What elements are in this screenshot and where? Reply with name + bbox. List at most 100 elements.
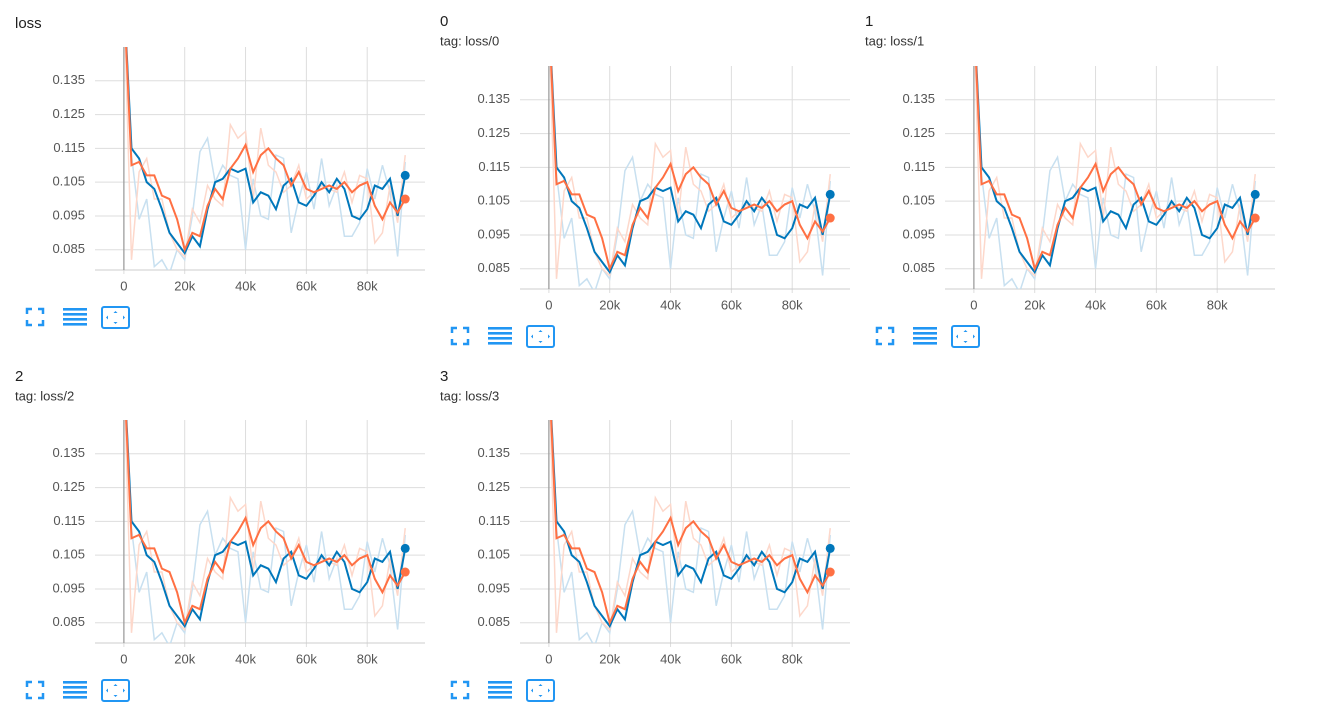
series-line [550, 420, 832, 626]
fullscreen-button[interactable] [450, 680, 470, 700]
chart-panel: 3 tag: loss/3 0.085 0.095 0.105 0.115 0.125 0.1… [440, 368, 850, 702]
fit-domain-button[interactable] [951, 325, 980, 348]
chart-title: 2 [15, 368, 23, 385]
y-tick-label: 0.095 [52, 580, 85, 595]
fit-domain-button[interactable] [101, 306, 130, 329]
icon [450, 326, 470, 346]
x-tick-label: 0 [120, 651, 127, 666]
chart-title: 1 [865, 13, 873, 30]
x-tick-label: 80k [357, 651, 378, 666]
y-tick-label: 0.135 [477, 91, 510, 106]
series-line [125, 420, 407, 626]
x-tick-label: 40k [235, 278, 256, 293]
series-line [125, 47, 407, 253]
chart-subtitle: tag: loss/1 [865, 33, 924, 48]
end-marker [400, 194, 410, 204]
icon [25, 307, 45, 327]
icon [101, 679, 130, 702]
y-tick-label: 0.105 [477, 547, 510, 562]
icon [488, 332, 512, 335]
y-tick-label: 0.125 [477, 479, 510, 494]
series-line [125, 420, 407, 629]
fit-domain-button[interactable] [101, 679, 130, 702]
y-tick-label: 0.125 [902, 125, 935, 140]
y-tick-label: 0.115 [53, 513, 85, 528]
y-tick-label: 0.105 [902, 193, 935, 208]
y-tick-label: 0.125 [477, 125, 510, 140]
fullscreen-button[interactable] [25, 307, 45, 327]
icon [63, 323, 87, 326]
chart-panel: 1 tag: loss/1 0.085 0.095 0.105 0.115 0.125 0.1… [865, 13, 1275, 348]
chart-subtitle: tag: loss/2 [15, 388, 74, 403]
y-tick-label: 0.135 [52, 445, 85, 460]
end-marker [400, 543, 410, 553]
chart-subtitle: tag: loss/3 [440, 388, 499, 403]
icon [488, 696, 512, 699]
icon [913, 342, 937, 345]
chart-panel: loss 0.085 0.095 0.105 0.115 0.125 0.135 0 20k 40… [15, 15, 425, 329]
icon [526, 325, 555, 348]
y-tick-label: 0.115 [53, 140, 85, 155]
x-tick-label: 60k [721, 297, 742, 312]
icon [951, 325, 980, 348]
series-line [125, 47, 406, 270]
log-scale-button[interactable] [63, 681, 87, 699]
y-tick-label: 0.085 [477, 614, 510, 629]
icon [63, 696, 87, 699]
log-scale-button[interactable] [488, 681, 512, 699]
icon [106, 684, 125, 697]
x-tick-label: 40k [235, 651, 256, 666]
x-tick-label: 0 [545, 297, 552, 312]
y-tick-label: 0.135 [477, 445, 510, 460]
fullscreen-button[interactable] [25, 680, 45, 700]
series-line [550, 420, 832, 629]
log-scale-button[interactable] [63, 308, 87, 326]
x-tick-label: 60k [296, 278, 317, 293]
icon [913, 327, 937, 330]
series-line [550, 66, 831, 289]
series-line [550, 420, 831, 643]
y-tick-label: 0.085 [52, 241, 85, 256]
y-tick-label: 0.085 [52, 614, 85, 629]
icon [531, 684, 550, 697]
y-tick-label: 0.115 [478, 159, 510, 174]
end-marker [1250, 189, 1260, 199]
series-line [975, 66, 1256, 289]
icon [450, 680, 470, 700]
y-tick-label: 0.105 [52, 547, 85, 562]
y-tick-label: 0.085 [902, 260, 935, 275]
end-marker [1250, 213, 1260, 223]
x-tick-label: 80k [1207, 297, 1228, 312]
y-tick-label: 0.115 [478, 513, 510, 528]
y-tick-label: 0.105 [52, 174, 85, 189]
end-marker [825, 213, 835, 223]
y-tick-label: 0.105 [477, 193, 510, 208]
fullscreen-button[interactable] [875, 326, 895, 346]
end-marker [825, 189, 835, 199]
y-tick-label: 0.095 [52, 207, 85, 222]
x-tick-label: 40k [1085, 297, 1106, 312]
x-tick-label: 40k [660, 651, 681, 666]
y-tick-label: 0.125 [52, 479, 85, 494]
y-tick-label: 0.125 [52, 106, 85, 121]
icon [25, 680, 45, 700]
x-tick-label: 20k [174, 651, 195, 666]
icon [488, 686, 512, 689]
series-line [550, 66, 832, 275]
x-tick-label: 20k [174, 278, 195, 293]
series-line [125, 420, 406, 643]
x-tick-label: 20k [599, 651, 620, 666]
icon [526, 679, 555, 702]
fullscreen-button[interactable] [450, 326, 470, 346]
fit-domain-button[interactable] [526, 679, 555, 702]
series-line [550, 66, 832, 272]
icon [101, 306, 130, 329]
icon [488, 327, 512, 330]
fit-domain-button[interactable] [526, 325, 555, 348]
x-tick-label: 80k [782, 297, 803, 312]
log-scale-button[interactable] [488, 327, 512, 345]
chart-title: 0 [440, 13, 448, 30]
x-tick-label: 20k [599, 297, 620, 312]
log-scale-button[interactable] [913, 327, 937, 345]
